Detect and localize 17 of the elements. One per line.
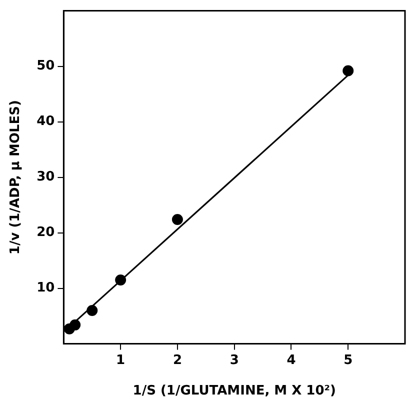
y-tick-label: 40 [36, 114, 55, 130]
point [70, 319, 81, 330]
y-tick-label: 30 [36, 170, 55, 185]
point [342, 65, 354, 76]
x-tick-label: 4 [286, 352, 296, 368]
point [115, 274, 126, 286]
x-tick-label: 1 [116, 352, 126, 368]
y-tick-label: 50 [36, 58, 55, 74]
x-tick-label: 5 [344, 352, 353, 368]
point [172, 214, 183, 225]
y-tick-label: 10 [36, 280, 55, 296]
x-tick-label: 3 [230, 352, 239, 368]
x-tick-label: 2 [172, 352, 182, 368]
x-axis-title: 1/S (1/GLUTAMINE, M X 10²) [132, 384, 336, 399]
y-tick-label: 20 [36, 225, 55, 240]
point [86, 305, 98, 316]
y-axis-title: 1/v (1/ADP, μ MOLES) [8, 100, 24, 255]
